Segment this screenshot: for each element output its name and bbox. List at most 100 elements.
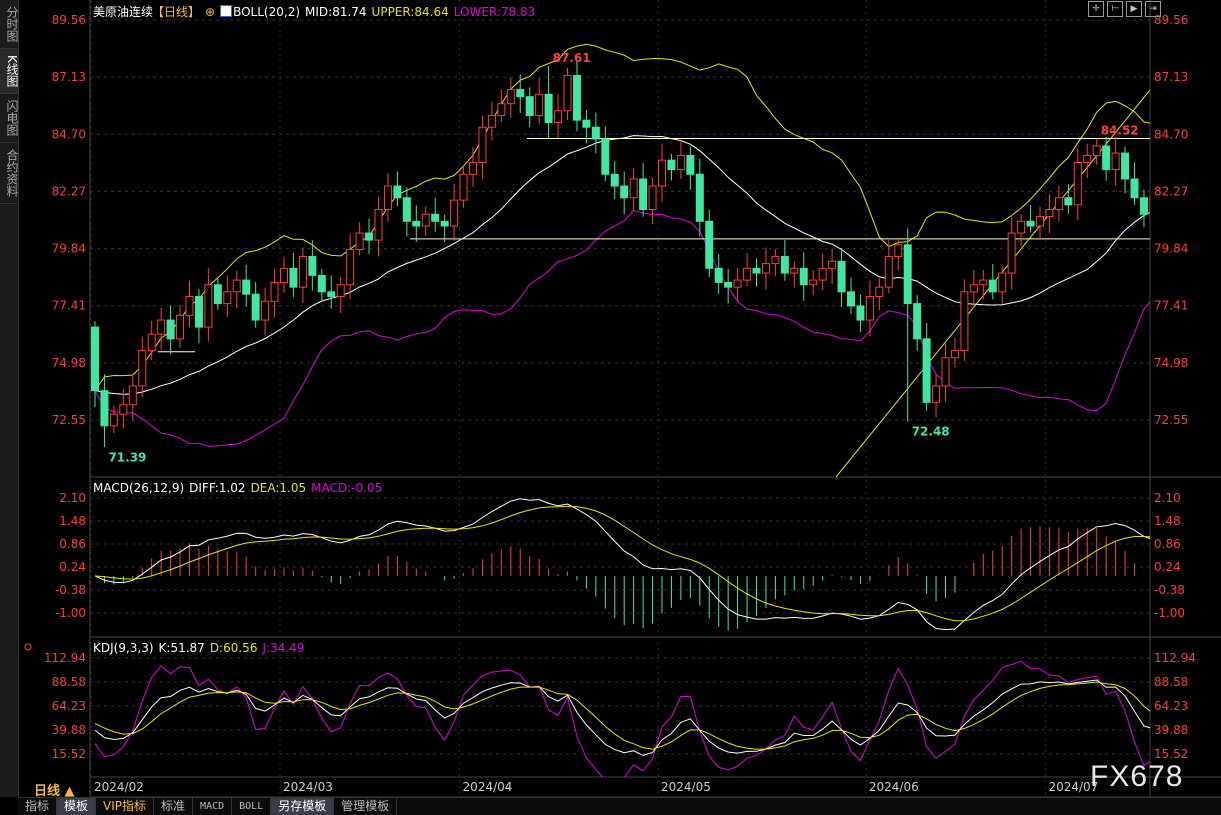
candle-body (497, 103, 506, 116)
candle-body (837, 260, 846, 293)
macd-axis-label-left: -1.00 (55, 606, 86, 620)
candle-body (1130, 178, 1139, 199)
kdj-axis-label-left: 39.88 (52, 723, 86, 737)
candle-body (856, 305, 865, 321)
candle-body (998, 272, 1007, 293)
macd-diff-line (94, 498, 1150, 631)
macd-axis-label-right: 0.86 (1154, 537, 1181, 551)
macd-name[interactable]: MACD(26,12,9) (93, 481, 185, 495)
kline-chart[interactable]: 89.56 89.56 87.13 87.13 84.70 84.70 82.27 82.27… (0, 0, 1221, 797)
candle-body (960, 291, 969, 352)
tab-indicator[interactable]: 指标 (18, 798, 58, 815)
candle-body (223, 291, 232, 305)
candle-body (601, 138, 610, 175)
tab-vip-indicator[interactable]: VIP指标 (96, 798, 155, 815)
candle-body (724, 281, 733, 288)
boll-mid-line (94, 135, 1150, 395)
candle-body (270, 281, 279, 302)
candle-body (1102, 145, 1111, 171)
tab-manage-template[interactable]: 管理模板 (334, 798, 398, 815)
candle-body (119, 404, 128, 415)
candle-body (969, 284, 978, 293)
candle-body (232, 279, 241, 293)
crosshair-icon[interactable]: ✛ (1088, 1, 1104, 17)
candle-body (780, 256, 789, 274)
settings-icon[interactable]: ⊕ (205, 5, 216, 19)
boll-lower-line (94, 210, 1150, 447)
candle-body (176, 314, 185, 340)
sidebar: 分时图 K线图 闪电图 合约资料 (0, 0, 19, 797)
candle-body (828, 260, 837, 269)
kdj-k: K:51.87 (158, 641, 205, 655)
candle-body (894, 244, 903, 258)
macd-axis-label-right: 0.24 (1154, 560, 1181, 574)
candle-body (695, 173, 704, 222)
sidebar-item-timeshare[interactable]: 分时图 (0, 0, 19, 49)
price-extreme-label: 84.52 (1101, 124, 1139, 138)
candle-body (289, 267, 298, 288)
sidebar-item-contract-info[interactable]: 合约资料 (0, 143, 19, 204)
candle-body (374, 209, 383, 241)
candle-body (1121, 152, 1130, 180)
date-axis-label: 2024/06 (869, 780, 919, 794)
candle-body (535, 93, 544, 116)
period-selector[interactable]: 日线 ▲ (34, 784, 75, 799)
macd-value: MACD:-0.05 (311, 481, 383, 495)
candle-body (676, 154, 685, 171)
candle-body (988, 279, 997, 293)
kdj-axis-label-right: 39.88 (1154, 723, 1188, 737)
template-tab-bar: 指标 模板 VIP指标 标准 MACD BOLL 另存模板 管理模板 (18, 797, 1221, 815)
candle-body (799, 267, 808, 286)
candle-body (1139, 197, 1148, 215)
price-axis-label-right: 82.27 (1154, 184, 1188, 198)
candle-body (213, 284, 222, 305)
candle-body (1007, 232, 1016, 274)
candle-body (487, 114, 496, 128)
tab-boll[interactable]: BOLL (232, 798, 272, 815)
candle-body (166, 319, 175, 340)
price-panel: 71.39 87.61 72.48 84.52 (91, 43, 1150, 477)
candle-body (91, 326, 99, 392)
tab-template[interactable]: 模板 (57, 798, 97, 815)
macd-dea: DEA:1.05 (250, 481, 307, 495)
price-axis-label-right: 89.56 (1154, 13, 1188, 27)
candle-body (1064, 197, 1073, 206)
tab-save-template[interactable]: 另存模板 (271, 798, 335, 815)
candle-body (884, 256, 893, 288)
period-tag: 【日线】 (152, 5, 201, 19)
candle-body (516, 89, 525, 98)
play-forward-icon[interactable]: ▶ (1126, 1, 1142, 17)
candle-body (648, 185, 657, 211)
sidebar-item-flash[interactable]: 闪电图 (0, 94, 19, 143)
candle-body (1045, 209, 1054, 218)
sidebar-item-kline[interactable]: K线图 (0, 49, 19, 94)
macd-axis-label-right: -0.38 (1154, 583, 1185, 597)
candle-body (582, 119, 591, 128)
candle-body (875, 286, 884, 298)
candle-body (459, 173, 468, 201)
candle-body (1073, 162, 1082, 206)
tab-macd[interactable]: MACD (193, 798, 233, 815)
indicator-chart-icon[interactable] (220, 5, 233, 17)
boll-name: BOLL(20,2) (233, 5, 301, 19)
macd-axis-label-left: 0.86 (59, 537, 86, 551)
tab-standard[interactable]: 标准 (154, 798, 194, 815)
candle-body (610, 173, 619, 187)
boll-upper: UPPER:84.64 (371, 5, 449, 19)
boll-mid: MID:81.74 (305, 5, 367, 19)
candle-body (903, 244, 912, 305)
price-axis-label-left: 82.27 (52, 184, 86, 198)
candle-body (658, 159, 666, 187)
candle-body (308, 256, 317, 276)
candle-body (1111, 152, 1120, 171)
main-indicator-header: 美原油连续【日线】 ⊕ BOLL(20,2) MID:81.74 UPPER:84.64… (93, 3, 540, 20)
candle-body (346, 249, 355, 286)
jump-end-icon[interactable]: ⇥ (1145, 1, 1161, 17)
fx678-watermark: FX678 (1090, 760, 1184, 793)
candle-body (752, 267, 761, 274)
kdj-name[interactable]: KDJ(9,3,3) (93, 641, 154, 655)
price-axis-label-left: 79.84 (52, 242, 86, 256)
price-axis-label-left: 77.41 (52, 299, 86, 313)
zoom-range-icon[interactable]: ⊢ (1107, 1, 1123, 17)
price-axis-label-right: 74.98 (1154, 356, 1188, 370)
